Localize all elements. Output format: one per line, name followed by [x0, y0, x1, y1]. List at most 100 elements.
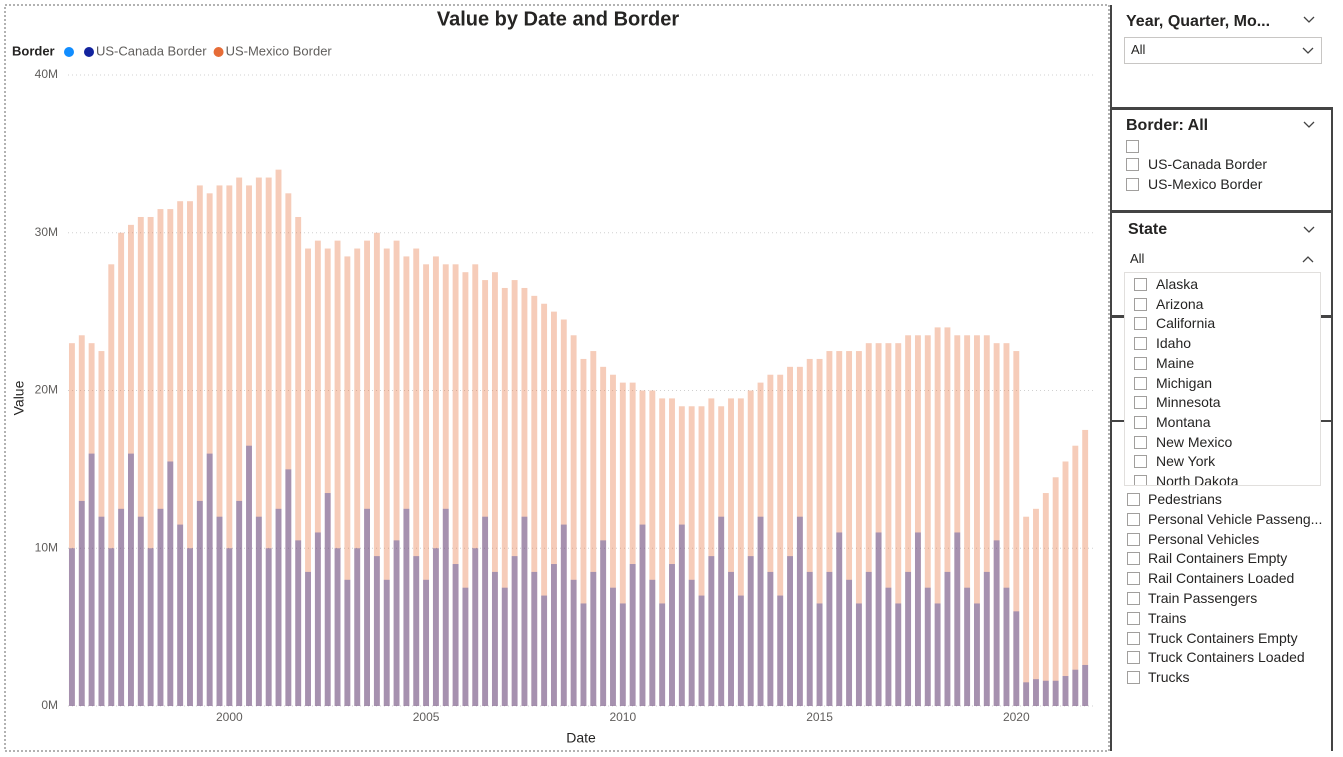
- state-popup[interactable]: Alaska Arizona California Idaho Maine Michiga…: [1124, 272, 1321, 486]
- slicer-item[interactable]: Rail Containers Empty: [1148, 550, 1288, 567]
- bar: [216, 516, 223, 706]
- bar: [954, 532, 961, 706]
- legend-marker: [64, 47, 74, 57]
- checkbox[interactable]: [1127, 512, 1140, 526]
- checkbox[interactable]: [1127, 532, 1140, 546]
- checkbox[interactable]: [1134, 396, 1147, 410]
- bar: [728, 398, 734, 706]
- chevron[interactable]: [1302, 225, 1316, 235]
- checkbox[interactable]: [1127, 631, 1140, 645]
- bar: [551, 311, 557, 706]
- y-tick-label: 20M: [35, 383, 58, 397]
- bar: [580, 358, 587, 706]
- bar: [285, 469, 292, 706]
- legend-title: Border: [12, 43, 55, 58]
- year-slicer[interactable]: Year, Quarter, Mo... All: [1110, 5, 1333, 109]
- slicer-item[interactable]: Minnesota: [1156, 394, 1221, 411]
- slicer-item[interactable]: US-Canada Border: [1148, 156, 1268, 172]
- checkbox[interactable]: [1134, 356, 1147, 370]
- bar: [659, 398, 666, 706]
- bar: [678, 524, 685, 706]
- checkbox[interactable]: [1134, 337, 1147, 351]
- slicer-item[interactable]: Truck Containers Loaded: [1148, 649, 1305, 666]
- chevron[interactable]: [1301, 254, 1315, 264]
- checkbox[interactable]: [1134, 475, 1147, 485]
- dropdown[interactable]: All: [1124, 247, 1321, 273]
- bar: [354, 248, 361, 706]
- chevron[interactable]: [1302, 15, 1316, 25]
- bar: [452, 264, 459, 706]
- slicer-item[interactable]: Alaska: [1156, 276, 1199, 292]
- checkbox[interactable]: [1134, 278, 1147, 291]
- slicer-item[interactable]: Trucks: [1148, 669, 1190, 686]
- slicer-item[interactable]: New Mexico: [1156, 433, 1233, 450]
- bar: [777, 374, 784, 706]
- bar: [688, 406, 695, 706]
- checkbox[interactable]: [1134, 376, 1147, 390]
- slicer-item[interactable]: Pedestrians: [1148, 491, 1222, 507]
- slicer-item[interactable]: Personal Vehicles: [1148, 530, 1260, 547]
- border-slicer[interactable]: Border: All US-Canada Border US-Mexico Bo…: [1110, 108, 1333, 212]
- checkbox[interactable]: [1127, 493, 1140, 506]
- checkbox[interactable]: [1126, 140, 1139, 153]
- bar: [275, 169, 282, 706]
- slicer-item[interactable]: Arizona: [1156, 295, 1204, 312]
- bar: [688, 579, 695, 706]
- checkbox[interactable]: [1126, 158, 1139, 171]
- bar: [501, 287, 508, 706]
- slicer-item[interactable]: Idaho: [1156, 335, 1192, 352]
- checkbox[interactable]: [1126, 178, 1139, 191]
- bar: [796, 366, 803, 706]
- dropdown[interactable]: All: [1124, 37, 1322, 64]
- bar: [865, 343, 872, 706]
- slicer-item[interactable]: California: [1156, 315, 1216, 332]
- bar: [226, 548, 233, 706]
- slicer-item[interactable]: US-Mexico Border: [1148, 176, 1263, 192]
- bar: [255, 516, 262, 706]
- checkbox[interactable]: [1127, 671, 1140, 685]
- checkbox[interactable]: [1134, 455, 1147, 469]
- bar: [344, 256, 351, 706]
- bar: [826, 351, 833, 706]
- checkbox[interactable]: [1134, 435, 1147, 449]
- checkbox[interactable]: [1127, 552, 1140, 566]
- checkbox[interactable]: [1127, 572, 1140, 586]
- slicer-item[interactable]: Trains: [1148, 609, 1187, 626]
- bar: [580, 603, 587, 706]
- bar: [698, 406, 705, 706]
- bar: [757, 382, 764, 706]
- slicer-item[interactable]: Truck Containers Empty: [1148, 629, 1298, 646]
- checkbox[interactable]: [1127, 651, 1140, 665]
- slicer-title: Border: All: [1126, 117, 1209, 134]
- bar: [964, 335, 971, 706]
- dropdown-value: All: [1130, 251, 1145, 266]
- bar: [295, 540, 302, 706]
- chevron[interactable]: [1301, 46, 1315, 56]
- checkbox[interactable]: [1134, 317, 1147, 331]
- slicer-item[interactable]: Personal Vehicle Passeng...: [1148, 510, 1323, 527]
- slicer-item[interactable]: Michigan: [1156, 374, 1213, 391]
- checkbox[interactable]: [1134, 415, 1147, 429]
- bar: [737, 595, 744, 706]
- bar: [649, 390, 656, 706]
- bar: [364, 508, 371, 706]
- bar: [905, 571, 912, 706]
- bar: [432, 548, 439, 706]
- chevron[interactable]: [1302, 120, 1316, 130]
- checkbox[interactable]: [1134, 297, 1147, 311]
- slicer-item[interactable]: North Dakota: [1156, 473, 1239, 486]
- bar: [236, 500, 243, 706]
- slicer-item[interactable]: Maine: [1156, 354, 1195, 371]
- bar: [462, 587, 469, 706]
- slicer-item[interactable]: New York: [1156, 453, 1216, 470]
- slicer-item[interactable]: Rail Containers Loaded: [1148, 570, 1295, 587]
- bar: [659, 603, 666, 706]
- bar: [157, 209, 164, 706]
- bar: [905, 335, 912, 706]
- slicer-item[interactable]: Montana: [1156, 413, 1211, 430]
- checkbox[interactable]: [1127, 592, 1140, 605]
- bar: [885, 343, 892, 706]
- slicer-item[interactable]: Train Passengers: [1148, 590, 1258, 606]
- checkbox[interactable]: [1127, 611, 1140, 625]
- bar: [895, 603, 902, 706]
